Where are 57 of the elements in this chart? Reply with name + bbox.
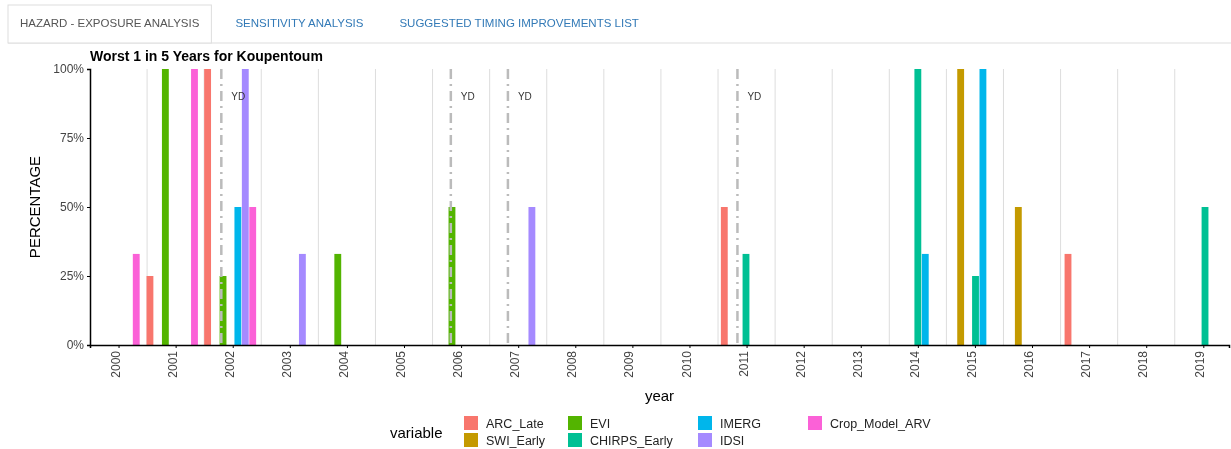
- text: HAZARD - EXPOSURE ANALYSIS: [20, 17, 200, 29]
- x-tick-label: 2012: [793, 350, 808, 378]
- legend-label: IMERG: [720, 417, 761, 431]
- legend-label: SWI_Early: [486, 434, 546, 448]
- bar: [334, 253, 342, 345]
- x-tick-label: 2019: [1193, 350, 1208, 378]
- x-tick-label: 2006: [451, 350, 466, 378]
- y-tick-label: 75%: [59, 131, 85, 146]
- legend-label: CHIRPS_Early: [590, 434, 674, 448]
- text: SUGGESTED TIMING IMPROVEMENTS LIST: [399, 17, 639, 29]
- ref-line-label: YD: [747, 91, 762, 102]
- bar: [972, 276, 979, 345]
- y-axis-title: PERCENTAGE: [26, 155, 43, 259]
- bar: [204, 69, 212, 345]
- bar: [161, 69, 169, 345]
- bar: [234, 207, 242, 345]
- legend-label: ARC_Late: [486, 417, 544, 431]
- x-tick-label: 2005: [394, 350, 409, 378]
- ref-line-label: YD: [517, 91, 532, 102]
- legend-label: Crop_Model_ARV: [830, 417, 932, 431]
- bar: [298, 253, 306, 345]
- x-tick-label: 2002: [222, 350, 237, 378]
- x-tick-label: 2017: [1079, 350, 1094, 378]
- y-tick-label: 100%: [53, 62, 85, 77]
- bar: [921, 253, 929, 345]
- x-tick-label: 2007: [508, 350, 523, 378]
- x-tick-label: 2010: [679, 350, 694, 378]
- x-tick-label: 2015: [965, 350, 980, 378]
- legend-label: EVI: [590, 417, 611, 431]
- bar: [1014, 207, 1022, 345]
- y-tick-label: 50%: [59, 200, 85, 215]
- legend-label: IDSI: [720, 434, 745, 448]
- bar: [249, 207, 257, 345]
- x-tick-label: 2009: [622, 350, 637, 378]
- x-tick-label: 2011: [736, 350, 751, 377]
- bar: [720, 207, 728, 345]
- bar: [914, 69, 922, 345]
- x-tick-label: 2004: [337, 350, 352, 378]
- x-tick-label: 2003: [279, 350, 294, 378]
- x-tick-label: 2014: [907, 350, 922, 378]
- bar: [191, 69, 198, 345]
- bar: [528, 207, 536, 345]
- text: SENSITIVITY ANALYSIS: [235, 17, 364, 29]
- y-tick-label: 25%: [59, 269, 85, 284]
- x-tick-label: 2013: [850, 350, 865, 378]
- legend-title: variable: [390, 424, 443, 441]
- x-tick-label: 2018: [1136, 350, 1151, 378]
- x-tick-label: 2016: [1022, 350, 1037, 378]
- bar: [132, 253, 140, 345]
- x-tick-label: 2000: [108, 350, 123, 378]
- bar: [957, 69, 965, 345]
- ref-line-label: YD: [460, 91, 475, 102]
- y-tick-label: 0%: [66, 338, 85, 353]
- x-tick-label: 2001: [165, 350, 180, 378]
- x-axis-title: year: [644, 387, 675, 404]
- x-tick-label: 2008: [565, 350, 580, 378]
- chart-title: Worst 1 in 5 Years for Koupentoum: [90, 48, 323, 64]
